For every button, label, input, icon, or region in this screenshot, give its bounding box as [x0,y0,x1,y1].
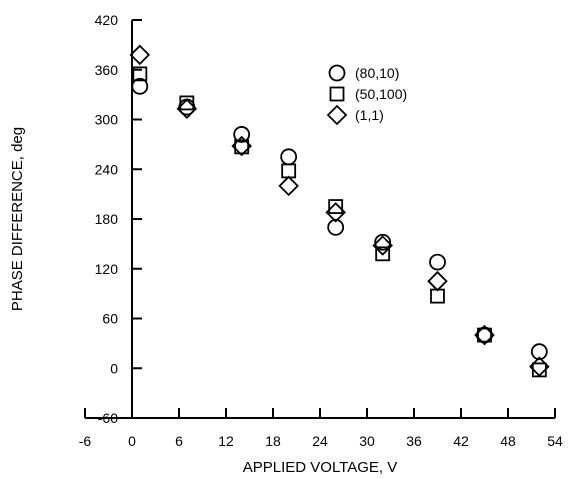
data-point-diamond [129,44,151,66]
data-point-circle [429,253,446,271]
x-tick-label: 24 [312,433,328,449]
legend-marker [328,64,346,82]
x-tick-label: 48 [500,433,516,449]
data-points [129,44,550,378]
y-ticks: -60 0 60 120 180 240 300 360 420 [95,12,142,426]
x-axis-title: APPLIED VOLTAGE, V [243,459,398,476]
data-point-square [375,246,391,262]
data-point-square [328,199,344,214]
data-point-circle [327,218,345,236]
data-point-diamond [529,356,550,377]
legend-label: (50,100) [355,86,407,102]
data-point-square [281,163,297,179]
x-tick-label: 30 [359,433,375,449]
data-point-circle [280,148,298,166]
x-tick-label: 42 [453,433,469,449]
data-point-diamond [427,270,448,292]
y-tick-label: 0 [110,360,118,376]
legend: (80,10) (50,100) (1,1) [326,64,407,126]
x-ticks: -6 0 6 12 18 24 30 36 42 48 54 [79,408,563,449]
data-point-square [234,139,250,155]
data-point-diamond [372,235,393,256]
x-tick-label: 18 [265,433,281,449]
legend-marker [326,104,348,126]
y-tick-label: 180 [95,211,119,227]
data-point-circle [374,233,392,251]
y-tick-label: -60 [98,410,118,426]
data-point-circle [530,343,548,361]
data-point-circle [131,77,149,95]
y-tick-label: 240 [95,161,119,177]
series-diamond [129,44,550,377]
data-point-diamond [176,98,198,119]
data-point-square [477,327,492,343]
y-axis-title: PHASE DIFFERENCE, deg [9,127,26,311]
legend-marker [329,86,345,102]
y-tick-label: 420 [95,12,119,28]
x-tick-label: 54 [547,433,563,449]
data-point-square [132,66,148,82]
x-tick-label: 6 [175,433,183,449]
x-tick-label: 0 [128,433,136,449]
data-point-diamond [474,324,495,346]
legend-square-icon [329,86,345,102]
data-point-diamond [325,202,346,223]
legend-item-80-10: (80,10) [328,64,399,82]
data-point-diamond [231,135,252,157]
x-tick-label: 12 [218,433,234,449]
data-point-square [430,288,445,304]
y-tick-label: 360 [95,62,119,78]
legend-label: (1,1) [355,107,384,123]
series-circle [131,77,548,361]
data-point-diamond [278,175,299,197]
axes [85,20,555,419]
legend-item-1-1: (1,1) [326,104,384,126]
x-tick-label: 36 [406,433,422,449]
legend-item-50-100: (50,100) [329,86,407,102]
data-point-circle [476,326,493,344]
data-point-circle [233,126,251,143]
legend-label: (80,10) [355,65,399,81]
legend-circle-icon [328,64,346,82]
data-point-square [179,95,195,111]
x-tick-label: -6 [79,433,92,449]
y-tick-label: 120 [95,261,119,277]
legend-diamond-icon [326,104,348,126]
y-tick-label: 60 [102,311,118,327]
y-tick-label: 300 [95,112,119,128]
